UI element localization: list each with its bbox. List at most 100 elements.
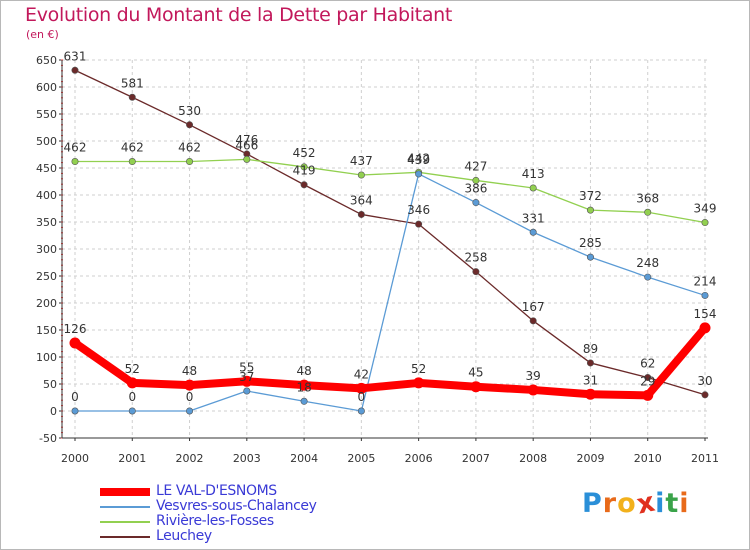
series-line [74,173,706,412]
x-tick-label: 2010 [634,452,662,465]
chart-title: Evolution du Montant de la Dette par Hab… [25,4,453,26]
data-point [586,206,594,214]
data-label: 62 [640,357,655,371]
data-label: 0 [186,390,194,404]
y-axis-unit: (en €) [26,28,59,41]
data-label: 346 [407,203,430,217]
data-label: 52 [125,362,140,376]
data-point [128,158,136,166]
series-line [71,323,709,400]
legend-swatch-riviere-les-fosses [100,521,150,523]
data-point [586,359,594,367]
data-label: 89 [583,342,598,356]
data-label: 530 [178,104,201,118]
data-label: 331 [522,211,545,225]
x-tick-label: 2000 [61,452,89,465]
data-label: 29 [640,374,655,388]
y-tick-label: 550 [36,108,57,121]
data-label: 631 [64,49,87,63]
data-point [128,407,136,415]
data-point [241,375,253,387]
y-tick-label: 350 [36,216,57,229]
legend-label-vesvres-sous-chalancey: Vesvres-sous-Chalancey [156,498,317,514]
data-label: 427 [464,159,487,173]
data-point [642,389,654,401]
data-point [413,377,425,389]
y-tick-label: 200 [36,297,57,310]
data-label: 476 [235,133,258,147]
data-point [472,268,480,276]
data-point [184,379,196,391]
x-tick-label: 2009 [576,452,604,465]
data-label: 452 [293,146,316,160]
legend-label-le-val-desnoms: LE VAL-D'ESNOMS [156,483,277,499]
data-point [300,397,308,405]
data-label: 0 [71,390,79,404]
y-tick-label: 650 [36,54,57,67]
data-label: 39 [526,369,541,383]
x-tick-label: 2008 [519,452,547,465]
data-label: 372 [579,189,602,203]
data-label: 18 [296,380,311,394]
proxiti-logo: Proxiti [582,486,690,520]
legend-item-le-val-desnoms: LE VAL-D'ESNOMS [100,483,400,500]
data-point [300,181,308,189]
data-label: 45 [468,366,483,380]
logo-letter: r [602,488,618,519]
series-line [74,69,706,396]
data-label: 167 [522,300,545,314]
data-point [300,163,308,171]
x-tick-label: 2011 [691,452,719,465]
data-label: 413 [522,167,545,181]
data-point [644,208,652,216]
legend-swatch-le-val-desnoms [100,488,150,496]
y-tick-label: 100 [36,351,57,364]
legend-item-leuchey: Leuchey [100,528,400,545]
data-point [186,407,194,415]
data-label: 462 [64,141,87,155]
data-label: 439 [407,153,430,167]
data-point [529,184,537,192]
x-tick-label: 2002 [176,452,204,465]
data-point [126,377,138,389]
data-label: 462 [121,141,144,155]
data-point [357,171,365,179]
data-point [529,228,537,236]
data-label: 42 [354,367,369,381]
data-label: 364 [350,193,373,207]
logo-letter: o [617,488,637,519]
data-point [529,317,537,325]
legend-item-riviere-les-fosses: Rivière-les-Fosses [100,513,400,530]
data-point [527,384,539,396]
data-label: 48 [296,364,311,378]
x-tick-label: 2004 [290,452,318,465]
data-point [472,176,480,184]
data-label: 368 [636,191,659,205]
y-tick-label: 300 [36,243,57,256]
data-point [298,379,310,391]
data-point [472,199,480,207]
x-tick-label: 2001 [118,452,146,465]
legend-swatch-leuchey [100,536,150,538]
data-label: 581 [121,76,144,90]
x-tick-label: 2005 [347,452,375,465]
data-point [186,121,194,129]
data-point [357,210,365,218]
data-point [701,291,709,299]
data-label: 466 [235,138,258,152]
y-tick-label: 150 [36,324,57,337]
data-point [701,219,709,227]
data-label: 437 [350,154,373,168]
data-label: 52 [411,362,426,376]
plot-area [62,60,708,438]
data-point [186,158,194,166]
data-point [357,407,365,415]
data-point [586,253,594,261]
data-label: 442 [407,151,430,165]
x-tick-label: 2006 [405,452,433,465]
data-label: 419 [293,164,316,178]
data-label: 0 [358,390,366,404]
data-point [243,387,251,395]
data-point [415,220,423,228]
